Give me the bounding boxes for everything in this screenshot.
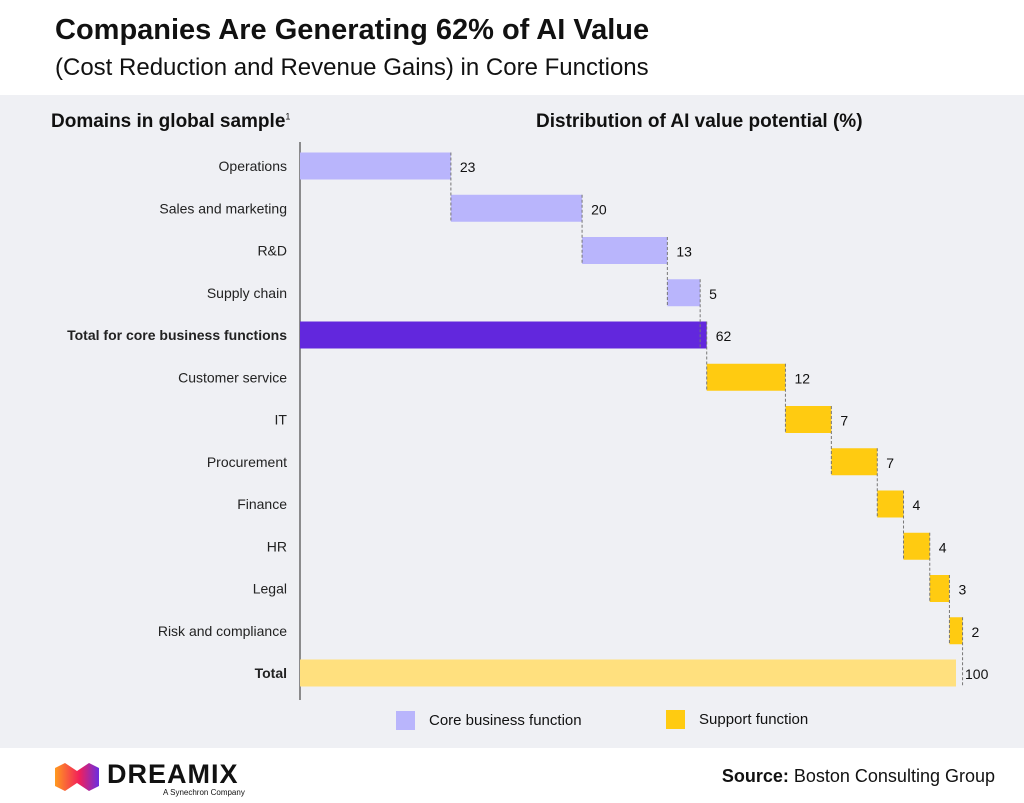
value-label: 5 (709, 286, 717, 302)
value-label: 62 (716, 328, 732, 344)
value-label: 4 (913, 497, 921, 513)
value-label: 7 (886, 455, 894, 471)
legend-label-core: Core business function (429, 712, 582, 729)
bar-10 (929, 575, 950, 602)
category-label: HR (267, 538, 287, 554)
chart-title: Companies Are Generating 62% of AI Value (55, 14, 650, 46)
value-label: 12 (794, 370, 810, 386)
chart-subtitle: (Cost Reduction and Revenue Gains) in Co… (55, 54, 649, 81)
bar-9 (903, 532, 930, 560)
footnote-marker: 1 (285, 111, 291, 122)
legend-item-support: Support function (666, 710, 808, 729)
bar-5 (706, 363, 786, 391)
value-label: 2 (972, 624, 980, 640)
dreamix-logo: DREAMIX A Synechron Company (55, 759, 245, 797)
bar-2 (582, 237, 668, 264)
logo-wordmark: DREAMIX (107, 759, 239, 789)
bar-3 (667, 279, 701, 307)
source-label: Source: (721, 766, 789, 786)
bar-12 (300, 659, 956, 687)
bar-7 (831, 448, 878, 476)
category-label: Finance (237, 496, 287, 512)
category-label: Total (255, 665, 287, 681)
logo-tagline: A Synechron Company (163, 788, 245, 797)
bar-11 (949, 617, 963, 645)
category-label: Risk and compliance (158, 623, 287, 639)
y-axis-title: Domains in global sample1 (51, 111, 290, 133)
bar-6 (785, 406, 832, 433)
value-label: 20 (591, 201, 607, 217)
value-label: 7 (840, 413, 848, 429)
bar-8 (877, 490, 904, 518)
value-label: 13 (676, 244, 692, 260)
category-label: Sales and marketing (159, 200, 287, 216)
category-label: Customer service (178, 369, 287, 385)
y-axis-title-text: Domains in global sample (51, 111, 286, 132)
dreamix-logo-icon (55, 763, 99, 791)
value-label: 4 (939, 539, 947, 555)
bar-4 (300, 321, 707, 349)
legend-swatch-core (396, 711, 415, 730)
category-label: R&D (257, 243, 287, 259)
bar-1 (450, 194, 583, 222)
category-label: IT (275, 412, 288, 428)
value-label: 23 (460, 159, 476, 175)
legend-label-support: Support function (699, 711, 809, 728)
category-label: Total for core business functions (67, 327, 287, 343)
value-label: 3 (958, 582, 966, 598)
value-label: 100 (965, 666, 989, 682)
category-label: Procurement (207, 454, 287, 470)
category-label: Supply chain (207, 285, 287, 301)
source-value: Boston Consulting Group (793, 766, 995, 786)
category-label: Legal (253, 581, 287, 597)
bar-0 (300, 152, 451, 180)
category-label: Operations (219, 158, 287, 174)
legend-swatch-support (666, 710, 685, 729)
source-note: Source: Boston Consulting Group (722, 766, 995, 787)
legend-item-core: Core business function (396, 711, 582, 730)
x-axis-title: Distribution of AI value potential (%) (536, 111, 863, 132)
